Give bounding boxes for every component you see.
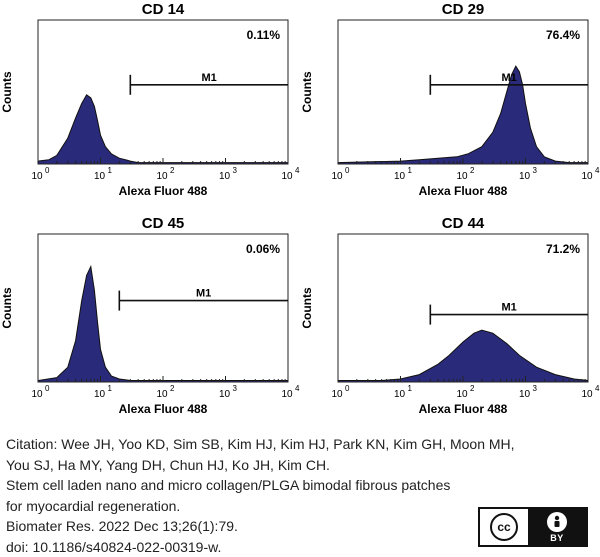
histogram-area [338,330,588,382]
x-tick-exponent: 4 [295,384,300,393]
citation-line-2: You SJ, Ha MY, Yang DH, Chun HJ, Ko JH, … [6,455,476,476]
by-label: BY [550,533,564,543]
x-tick-label: 10 [219,171,231,182]
person-icon [547,512,567,532]
x-tick-exponent: 2 [470,384,475,393]
x-tick-label: 10 [456,389,468,400]
percent-label: 0.06% [246,242,280,256]
chart-title: CD 44 [442,215,485,232]
x-tick-exponent: 0 [345,384,350,393]
x-tick-label: 10 [281,389,293,400]
histogram-area [38,95,288,164]
x-tick-exponent: 4 [595,384,600,393]
x-tick-exponent: 0 [345,166,350,175]
x-tick-exponent: 1 [408,166,413,175]
x-tick-exponent: 3 [233,384,238,393]
percent-label: 71.2% [546,242,580,256]
y-axis-label: Counts [0,287,14,329]
gate-label: M1 [202,72,217,84]
x-tick-label: 10 [519,389,531,400]
x-tick-exponent: 2 [170,384,175,393]
histogram-area [338,66,588,164]
by-section: BY [528,509,586,545]
x-tick-label: 10 [94,389,106,400]
x-tick-label: 10 [156,389,168,400]
y-axis-label: Counts [300,71,314,113]
x-tick-label: 10 [281,171,293,182]
citation-line-5: Biomater Res. 2022 Dec 13;26(1):79. [6,516,476,537]
gate-label: M1 [196,288,211,300]
citation-authors-1: : Wee JH, Yoo KD, Sim SB, Kim HJ, Kim HJ… [53,436,514,452]
x-tick-exponent: 0 [45,384,50,393]
x-axis-label: Alexa Fluor 488 [419,184,508,198]
chart-title: CD 14 [142,1,185,18]
citation-line-1: Citation: Wee JH, Yoo KD, Sim SB, Kim HJ… [6,434,476,455]
x-tick-label: 10 [394,171,406,182]
x-tick-exponent: 4 [595,166,600,175]
x-tick-exponent: 1 [108,166,113,175]
x-axis-label: Alexa Fluor 488 [419,402,508,416]
x-axis-label: Alexa Fluor 488 [119,402,208,416]
chart-title: CD 29 [442,1,485,18]
x-tick-label: 10 [31,171,43,182]
citation-label: Citation [6,436,53,452]
gate-label: M1 [502,302,517,314]
x-tick-label: 10 [31,389,43,400]
chart-title: CD 45 [142,215,185,232]
x-tick-label: 10 [394,389,406,400]
x-tick-exponent: 2 [470,166,475,175]
x-tick-exponent: 4 [295,166,300,175]
gate-label: M1 [502,72,517,84]
x-tick-exponent: 1 [408,384,413,393]
x-tick-label: 10 [581,389,593,400]
x-tick-exponent: 1 [108,384,113,393]
x-tick-label: 10 [331,389,343,400]
x-tick-exponent: 0 [45,166,50,175]
x-tick-exponent: 2 [170,166,175,175]
cc-icon: cc [490,513,518,541]
x-axis-label: Alexa Fluor 488 [119,184,208,198]
x-tick-label: 10 [331,171,343,182]
x-tick-label: 10 [94,171,106,182]
y-axis-label: Counts [300,287,314,329]
cc-logo: cc [480,509,528,545]
x-tick-label: 10 [519,171,531,182]
cc-by-license-badge[interactable]: cc BY [478,507,588,547]
x-tick-exponent: 3 [233,166,238,175]
citation-line-3: Stem cell laden nano and micro collagen/… [6,475,476,496]
x-tick-label: 10 [581,171,593,182]
citation-line-4: for myocardial regeneration. [6,496,476,517]
x-tick-label: 10 [219,389,231,400]
x-tick-label: 10 [456,171,468,182]
x-tick-label: 10 [156,171,168,182]
x-tick-exponent: 3 [533,384,538,393]
percent-label: 76.4% [546,28,580,42]
y-axis-label: Counts [0,71,14,113]
percent-label: 0.11% [247,28,281,42]
x-tick-exponent: 3 [533,166,538,175]
histogram-area [38,267,288,382]
citation-block: Citation: Wee JH, Yoo KD, Sim SB, Kim HJ… [6,434,476,557]
